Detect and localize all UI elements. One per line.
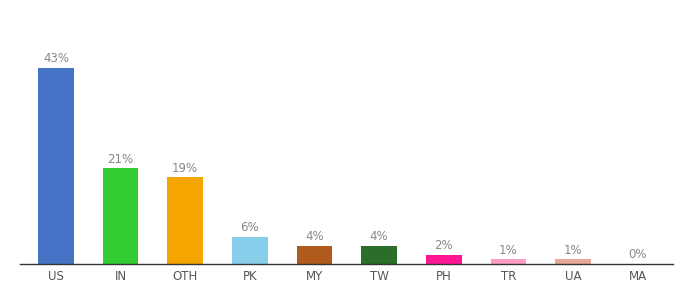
Text: 0%: 0% (628, 248, 647, 261)
Bar (490, 260, 526, 264)
Text: 1%: 1% (499, 244, 517, 257)
Text: 21%: 21% (107, 152, 134, 166)
Text: 2%: 2% (435, 239, 453, 252)
Bar (556, 260, 591, 264)
Bar (296, 246, 333, 264)
Text: 6%: 6% (241, 221, 259, 234)
Text: 4%: 4% (370, 230, 388, 243)
Bar (426, 255, 462, 264)
Text: 4%: 4% (305, 230, 324, 243)
Bar (38, 68, 73, 264)
Bar (167, 177, 203, 264)
Text: 19%: 19% (172, 162, 199, 175)
Text: 1%: 1% (564, 244, 582, 257)
Bar (103, 168, 138, 264)
Bar (232, 237, 268, 264)
Text: 43%: 43% (43, 52, 69, 65)
Bar (361, 246, 397, 264)
